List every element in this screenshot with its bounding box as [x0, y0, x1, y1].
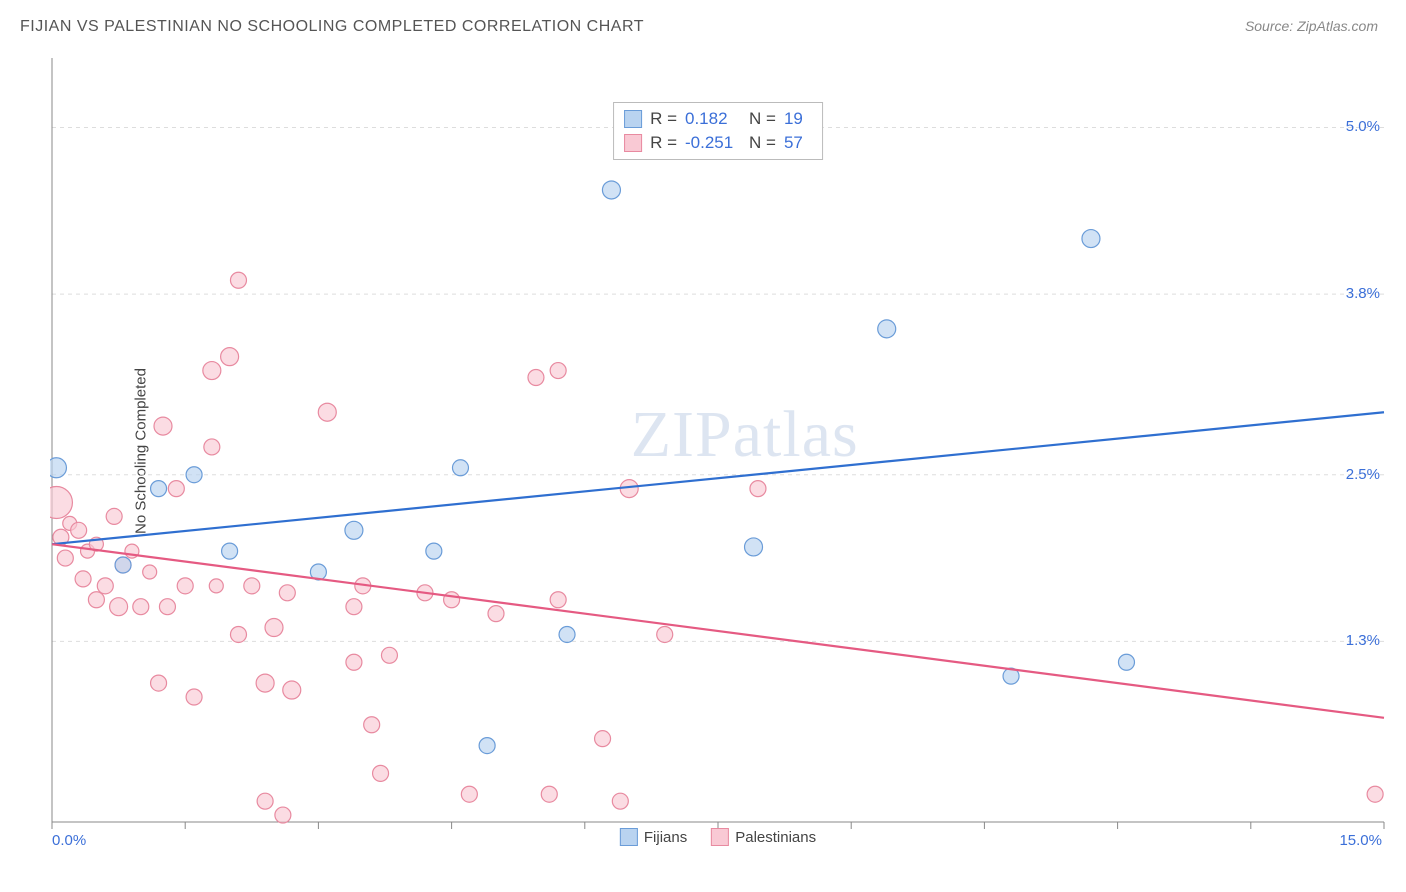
swatch-icon: [624, 134, 642, 152]
y-tick-label: 5.0%: [1346, 118, 1380, 135]
scatter-plot: [50, 50, 1386, 852]
chart-title: FIJIAN VS PALESTINIAN NO SCHOOLING COMPL…: [20, 18, 644, 36]
swatch-icon: [624, 110, 642, 128]
legend-item-palestinians: Palestinians: [711, 828, 816, 846]
swatch-icon: [620, 828, 638, 846]
info-row-palestinians: R = -0.251 N = 57: [624, 131, 812, 155]
r-value: -0.251: [685, 133, 741, 153]
swatch-icon: [711, 828, 729, 846]
legend: Fijians Palestinians: [620, 828, 816, 846]
source-attribution: Source: ZipAtlas.com: [1245, 18, 1378, 34]
r-value: 0.182: [685, 109, 741, 129]
n-value: 57: [784, 133, 812, 153]
y-tick-label: 1.3%: [1346, 632, 1380, 649]
legend-label: Fijians: [644, 829, 687, 846]
n-value: 19: [784, 109, 812, 129]
legend-label: Palestinians: [735, 829, 816, 846]
info-row-fijians: R = 0.182 N = 19: [624, 107, 812, 131]
r-label: R =: [650, 109, 677, 129]
y-tick-label: 2.5%: [1346, 466, 1380, 483]
x-max-label: 15.0%: [1339, 832, 1382, 849]
legend-item-fijians: Fijians: [620, 828, 687, 846]
n-label: N =: [749, 133, 776, 153]
y-tick-label: 3.8%: [1346, 285, 1380, 302]
chart-container: No Schooling Completed ZIPatlas R =0.182…: [50, 50, 1386, 852]
x-min-label: 0.0%: [52, 832, 86, 849]
n-label: N =: [749, 109, 776, 129]
correlation-info-box: R = 0.182 N = 19 R = -0.251 N = 57: [613, 102, 823, 160]
r-label: R =: [650, 133, 677, 153]
